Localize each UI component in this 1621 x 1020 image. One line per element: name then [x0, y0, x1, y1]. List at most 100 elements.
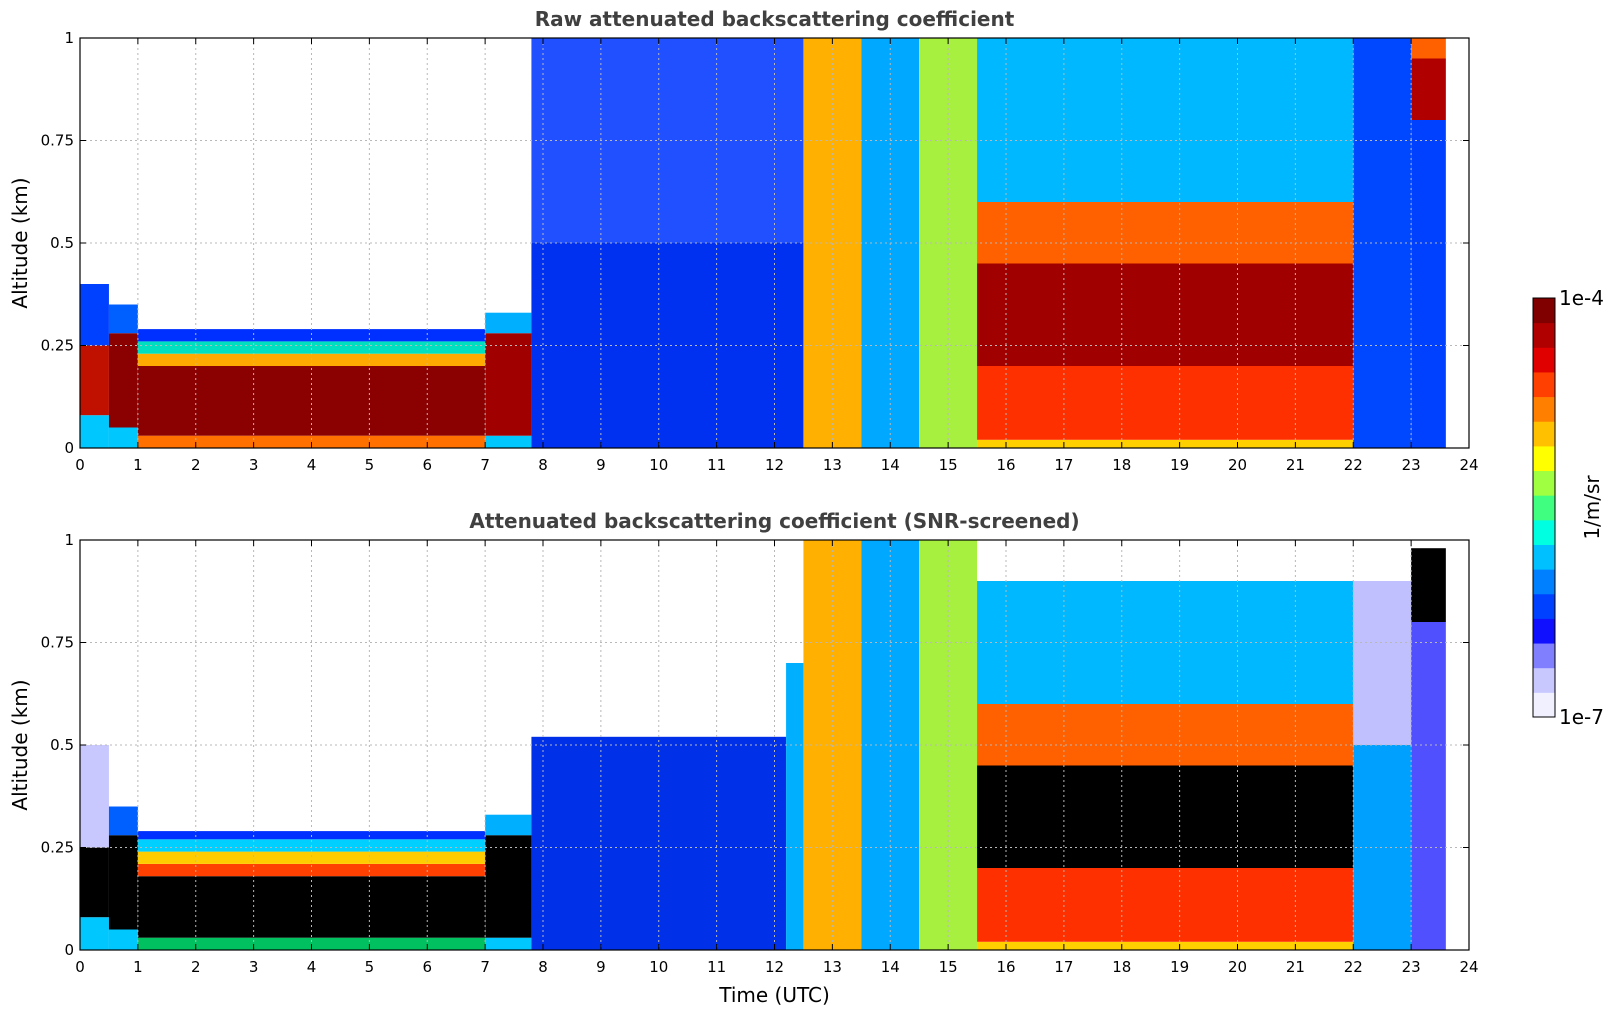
colorbar-swatch-5	[1533, 569, 1555, 595]
screened-cell-3-2	[485, 814, 532, 836]
colorbar-swatch-13	[1533, 371, 1555, 398]
colorbar-swatch-8	[1533, 495, 1555, 521]
raw-panel-title: Raw attenuated backscattering coefficien…	[535, 7, 1015, 31]
screened-cell-9-1	[977, 868, 1354, 942]
raw-ytick-label-3: 0.75	[41, 132, 74, 150]
screened-cell-0-0	[80, 917, 109, 950]
raw-cell-8-0	[977, 439, 1354, 448]
raw-xtick-label-3: 3	[249, 456, 259, 474]
screened-ytick-label-0: 0	[64, 941, 74, 959]
raw-cell-0-2	[80, 284, 109, 346]
raw-y-axis-title: Altitude (km)	[8, 177, 32, 308]
screened-xtick-label-19: 19	[1170, 958, 1189, 976]
raw-ytick-label-0: 0	[64, 439, 74, 457]
raw-xtick-label-4: 4	[307, 456, 317, 474]
screened-cell-1-0	[108, 929, 138, 950]
screened-xtick-label-15: 15	[939, 958, 958, 976]
screened-xtick-label-3: 3	[249, 958, 259, 976]
raw-xtick-label-11: 11	[707, 456, 726, 474]
screened-ytick-label-1: 0.25	[41, 839, 74, 857]
raw-cell-1-0	[108, 427, 138, 448]
raw-xtick-label-15: 15	[939, 456, 958, 474]
raw-xtick-label-24: 24	[1459, 456, 1478, 474]
raw-xtick-label-5: 5	[365, 456, 375, 474]
screened-xtick-label-5: 5	[365, 958, 375, 976]
screened-cell-3-1	[485, 835, 532, 938]
screened-xtick-label-2: 2	[191, 958, 201, 976]
raw-cell-4-0	[531, 243, 804, 448]
screened-cell-4-0	[531, 736, 787, 950]
raw-xtick-label-17: 17	[1054, 456, 1073, 474]
screened-xtick-label-23: 23	[1402, 958, 1421, 976]
screened-xtick-label-8: 8	[538, 958, 548, 976]
screened-xtick-label-0: 0	[75, 958, 85, 976]
raw-cell-0-0	[80, 415, 109, 448]
screened-cell-11-1	[1411, 548, 1446, 622]
raw-xtick-label-16: 16	[996, 456, 1015, 474]
screened-cell-9-3	[977, 704, 1354, 766]
screened-cell-0-1	[80, 847, 109, 918]
raw-xtick-label-14: 14	[881, 456, 900, 474]
screened-xtick-label-7: 7	[480, 958, 490, 976]
screened-xtick-label-24: 24	[1459, 958, 1478, 976]
screened-y-axis-title: Altitude (km)	[8, 679, 32, 810]
screened-cell-9-2	[977, 765, 1354, 868]
raw-ytick-label-1: 0.25	[41, 337, 74, 355]
colorbar-swatch-12	[1533, 396, 1555, 422]
raw-ytick-label-2: 0.5	[50, 234, 74, 252]
colorbar-gradient	[1533, 298, 1555, 718]
colorbar-max-label: 1e-4	[1559, 286, 1604, 310]
screened-ytick-label-3: 0.75	[41, 634, 74, 652]
screened-xtick-label-21: 21	[1286, 958, 1305, 976]
screened-cell-5-0	[786, 663, 804, 950]
screened-cell-0-2	[80, 745, 109, 848]
colorbar-swatch-14	[1533, 347, 1555, 373]
screened-cell-9-0	[977, 941, 1354, 950]
raw-cell-2-1	[137, 366, 486, 436]
raw-xtick-label-10: 10	[649, 456, 668, 474]
raw-ticks: 0 1 2 3 4 5 6 7 8 9 10 11 12 13 14 15 16 17 18 19 20 21 22 23 24…	[41, 29, 1479, 474]
raw-cell-8-1	[977, 366, 1354, 440]
screened-xtick-label-9: 9	[596, 958, 606, 976]
screened-ticks: 0 1 2 3 4 5 6 7 8 9 10 11 12 13 14 15 16 17 18 19 20 21 22 23 24…	[41, 531, 1479, 976]
screened-backscatter-panel: 0 1 2 3 4 5 6 7 8 9 10 11 12 13 14 15 16 17 18 19 20 21 22 23 24…	[8, 509, 1479, 1007]
raw-cell-10-2	[1411, 38, 1446, 59]
raw-cell-3-2	[485, 312, 532, 334]
colorbar-swatch-9	[1533, 470, 1555, 496]
colorbar-swatch-3	[1533, 618, 1555, 644]
raw-cell-3-1	[485, 333, 532, 436]
screened-xtick-label-17: 17	[1054, 958, 1073, 976]
colorbar-swatch-10	[1533, 445, 1555, 472]
screened-cell-2-3	[137, 851, 486, 864]
raw-cell-1-2	[108, 304, 138, 334]
colorbar-swatch-6	[1533, 544, 1555, 570]
screened-xtick-label-20: 20	[1228, 958, 1247, 976]
raw-cell-8-4	[977, 38, 1354, 202]
colorbar-swatch-15	[1533, 322, 1555, 348]
screened-ytick-label-4: 1	[64, 531, 74, 549]
raw-cell-8-2	[977, 263, 1354, 366]
raw-backscatter-panel: 0 1 2 3 4 5 6 7 8 9 10 11 12 13 14 15 16 17 18 19 20 21 22 23 24…	[8, 7, 1479, 474]
raw-cell-10-0	[1411, 120, 1446, 448]
screened-xtick-label-10: 10	[649, 958, 668, 976]
raw-heatmap-cells	[80, 38, 1446, 448]
raw-cell-8-3	[977, 202, 1354, 264]
colorbar-swatch-7	[1533, 519, 1555, 545]
colorbar-swatch-4	[1533, 593, 1555, 619]
colorbar: 1e-4 1e-7 1/m/sr	[1532, 286, 1604, 729]
colorbar-frame	[1532, 297, 1556, 718]
colorbar-unit-label: 1/m/sr	[1580, 475, 1604, 540]
x-axis-title: Time (UTC)	[718, 983, 830, 1007]
raw-xtick-label-0: 0	[75, 456, 85, 474]
screened-xtick-label-11: 11	[707, 958, 726, 976]
screened-xtick-label-18: 18	[1112, 958, 1131, 976]
raw-xtick-label-9: 9	[596, 456, 606, 474]
raw-xtick-label-19: 19	[1170, 456, 1189, 474]
screened-xtick-label-22: 22	[1344, 958, 1363, 976]
colorbar-min-label: 1e-7	[1559, 705, 1604, 729]
screened-xtick-label-1: 1	[133, 958, 143, 976]
raw-xtick-label-18: 18	[1112, 456, 1131, 474]
colorbar-swatch-0	[1533, 692, 1555, 718]
raw-xtick-label-6: 6	[422, 456, 432, 474]
screened-cell-1-1	[108, 835, 138, 930]
